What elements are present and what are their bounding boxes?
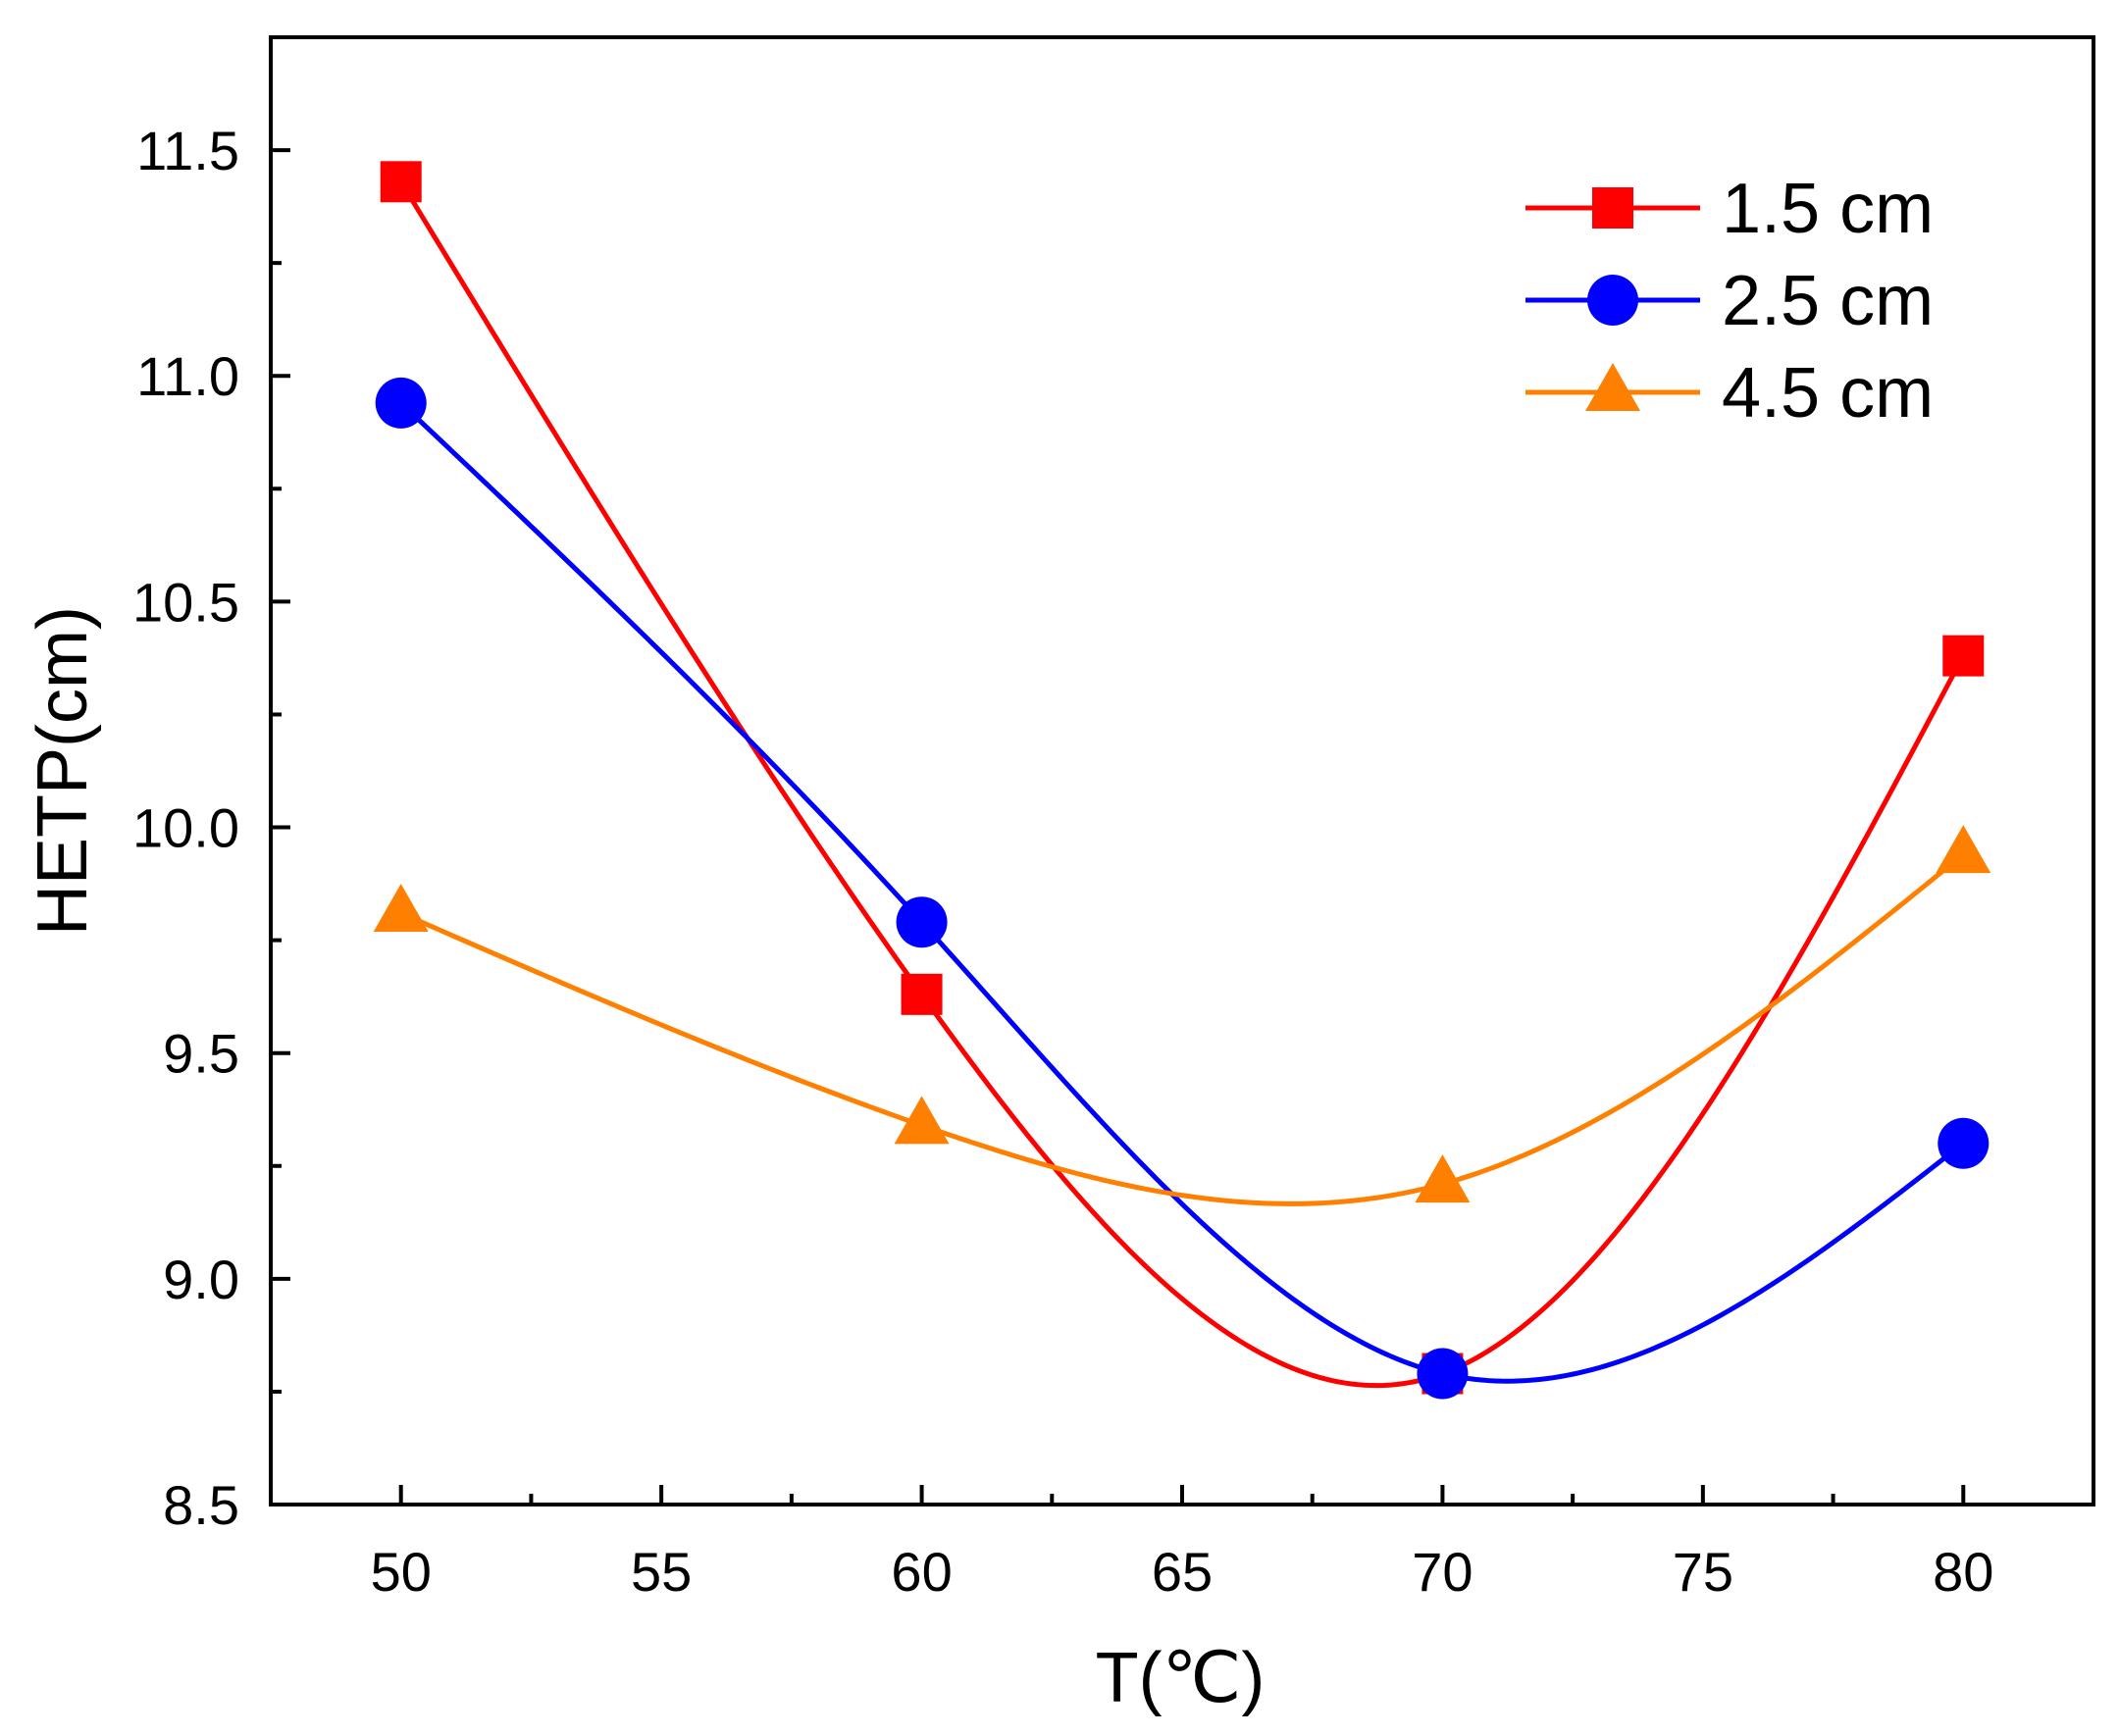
series-curves: [398, 179, 1966, 1389]
x-tick-label: 80: [1933, 1541, 1993, 1603]
legend-marker-triangle: [1585, 363, 1640, 411]
y-tick-label: 11.5: [136, 120, 239, 181]
x-tick-label: 60: [891, 1541, 952, 1603]
data-point-triangle: [894, 1096, 950, 1145]
data-point-circle: [1938, 1117, 1990, 1169]
data-point-circle: [375, 377, 427, 429]
data-point-square: [1942, 635, 1985, 677]
y-axis-title: HETP(cm): [24, 606, 102, 936]
y-tick-label: 9.0: [163, 1249, 239, 1310]
legend-label: 1.5 cm: [1722, 170, 1934, 248]
legend: 1.5 cm 2.5 cm 4.5 cm: [1525, 170, 1934, 433]
data-point-circle: [1417, 1348, 1469, 1400]
y-tick-label: 11.0: [136, 345, 239, 407]
y-tick-label: 10.5: [132, 571, 239, 633]
y-tick-label: 10.0: [132, 797, 239, 859]
legend-label: 4.5 cm: [1722, 354, 1934, 433]
x-tick-label: 70: [1412, 1541, 1473, 1603]
series-line: [399, 852, 1965, 1206]
series-line: [398, 401, 1965, 1384]
data-point-triangle: [1415, 1154, 1471, 1203]
legend-label: 2.5 cm: [1722, 262, 1934, 340]
x-tick-label: 55: [631, 1541, 692, 1603]
y-tick-label: 9.5: [163, 1023, 239, 1085]
y-tick-label: 8.5: [163, 1474, 239, 1536]
x-axis-title: T(℃): [1096, 1639, 1266, 1717]
series-line: [398, 179, 1966, 1389]
x-tick-label: 65: [1152, 1541, 1213, 1603]
x-tick-label: 75: [1673, 1541, 1733, 1603]
data-point-triangle: [373, 883, 429, 932]
legend-entry: 1.5 cm: [1525, 170, 1934, 248]
data-point-triangle: [1936, 825, 1991, 874]
x-tick-label: 50: [371, 1541, 432, 1603]
data-point-square: [380, 161, 422, 203]
legend-marker-square: [1592, 187, 1633, 229]
plot-frame: [269, 35, 2095, 1506]
axes: 50 55 60 65 70 75 80 8.5 9.0 9.5 10.0 10.5 11.0 11.5: [132, 120, 1993, 1603]
data-point-square: [901, 973, 943, 1015]
series-markers: [373, 161, 1991, 1400]
data-point-circle: [896, 896, 948, 948]
legend-entry: 4.5 cm: [1525, 354, 1934, 433]
legend-entry: 2.5 cm: [1525, 262, 1934, 340]
legend-marker-circle: [1587, 275, 1638, 326]
